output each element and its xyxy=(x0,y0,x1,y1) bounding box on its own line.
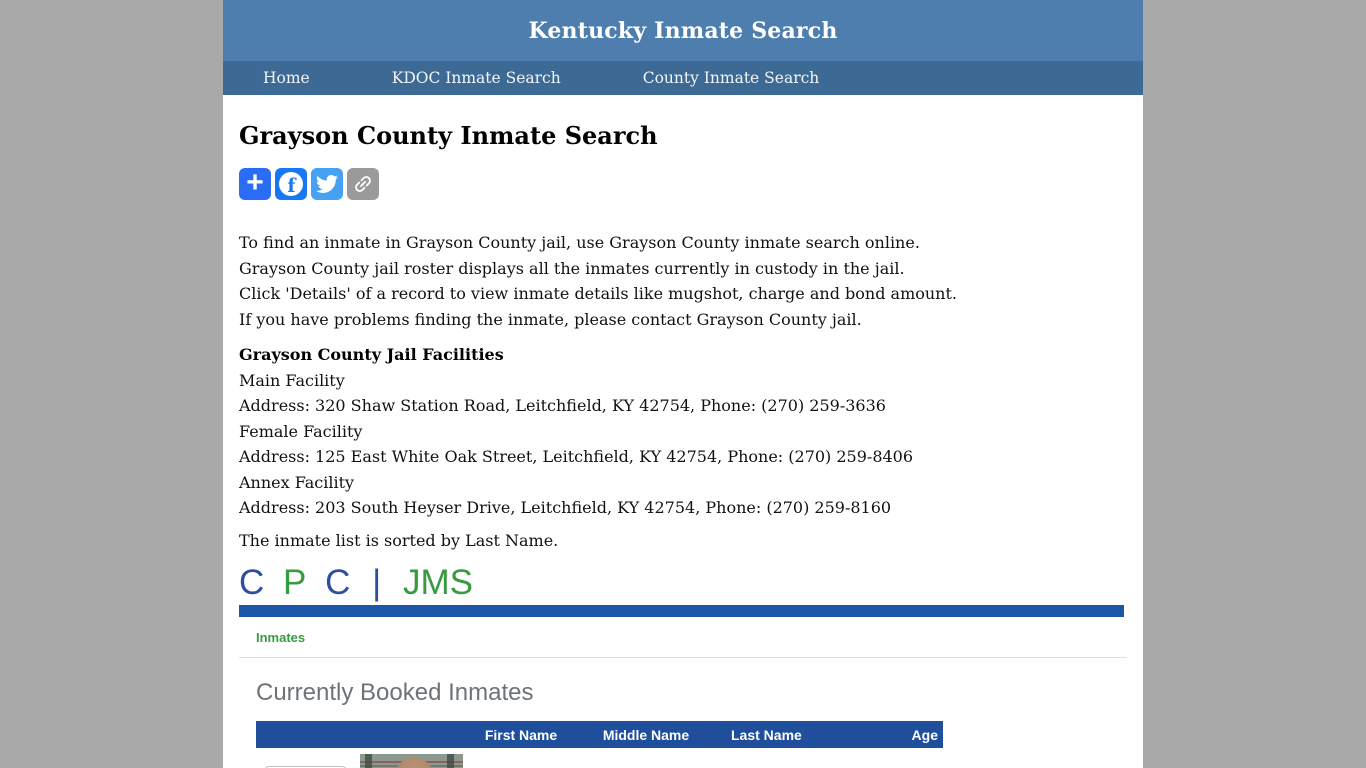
share-buttons-row: + f xyxy=(239,168,1127,200)
cpc-jms-logo[interactable]: C P C | JMS xyxy=(239,564,1127,602)
link-icon[interactable] xyxy=(347,168,379,200)
facility-name: Annex Facility xyxy=(239,472,355,492)
logo-letter: C xyxy=(239,563,265,602)
logo-letters-jms: JMS xyxy=(402,563,473,602)
inmate-mugshot-photo xyxy=(360,754,463,768)
chain-link-icon xyxy=(355,176,371,192)
site-title: Kentucky Inmate Search xyxy=(528,17,838,44)
column-header-first-name[interactable]: First Name xyxy=(484,726,558,743)
intro-paragraphs: To find an inmate in Grayson County jail… xyxy=(239,230,1127,332)
logo-letter: P xyxy=(283,563,307,602)
nav-link-kdoc-inmate-search[interactable]: KDOC Inmate Search xyxy=(391,69,561,87)
page-title: Grayson County Inmate Search xyxy=(239,121,658,150)
page-column: Kentucky Inmate Search Home KDOC Inmate … xyxy=(223,0,1143,768)
sort-note: The inmate list is sorted by Last Name. xyxy=(239,530,559,550)
widget-divider-bar xyxy=(239,605,1124,617)
twitter-icon[interactable] xyxy=(311,168,343,200)
intro-line: To find an inmate in Grayson County jail… xyxy=(239,233,920,252)
facility-address: Address: 203 South Heyser Drive, Leitchf… xyxy=(239,498,892,517)
facebook-icon[interactable]: f xyxy=(275,168,307,200)
nav-link-home[interactable]: Home xyxy=(263,69,310,87)
inmate-table: First Name Middle Name Last Name Age xyxy=(256,721,943,768)
section-title-currently-booked: Currently Booked Inmates xyxy=(256,679,534,706)
table-row xyxy=(256,748,943,768)
facility-name: Female Facility xyxy=(239,421,363,441)
intro-line: Grayson County jail roster displays all … xyxy=(239,258,905,278)
facility-address: Address: 320 Shaw Station Road, Leitchfi… xyxy=(239,396,886,415)
main-nav: Home KDOC Inmate Search County Inmate Se… xyxy=(223,61,1143,95)
column-header-age[interactable]: Age xyxy=(911,726,938,743)
intro-line: Click 'Details' of a record to view inma… xyxy=(239,284,957,303)
facilities-heading: Grayson County Jail Facilities xyxy=(239,345,504,364)
tab-inmates[interactable]: Inmates xyxy=(256,630,306,645)
share-icon[interactable]: + xyxy=(239,168,271,200)
logo-letter: C xyxy=(325,563,351,602)
facility-address: Address: 125 East White Oak Street, Leit… xyxy=(239,447,914,466)
inmate-table-header: First Name Middle Name Last Name Age xyxy=(256,721,943,748)
plus-icon: + xyxy=(246,166,264,199)
facility-name: Main Facility xyxy=(239,370,345,390)
mugshot-head xyxy=(390,757,438,768)
column-header-middle-name[interactable]: Middle Name xyxy=(602,726,690,743)
facebook-circle: f xyxy=(279,172,303,197)
intro-line: If you have problems finding the inmate,… xyxy=(239,309,862,329)
facilities-section: Grayson County Jail Facilities Main Faci… xyxy=(239,342,1127,521)
site-header: Kentucky Inmate Search xyxy=(223,0,1143,61)
logo-pipe: | xyxy=(372,563,382,602)
twitter-bird-icon xyxy=(316,175,338,193)
jms-roster-widget: C P C | JMS Inmates Currently Booked Inm… xyxy=(239,564,1127,768)
main-content: Grayson County Inmate Search + f xyxy=(223,95,1143,768)
column-header-last-name[interactable]: Last Name xyxy=(731,726,802,743)
nav-link-county-inmate-search[interactable]: County Inmate Search xyxy=(642,69,820,87)
facebook-f-glyph: f xyxy=(287,174,296,197)
widget-tab-strip: Inmates xyxy=(239,617,1127,658)
